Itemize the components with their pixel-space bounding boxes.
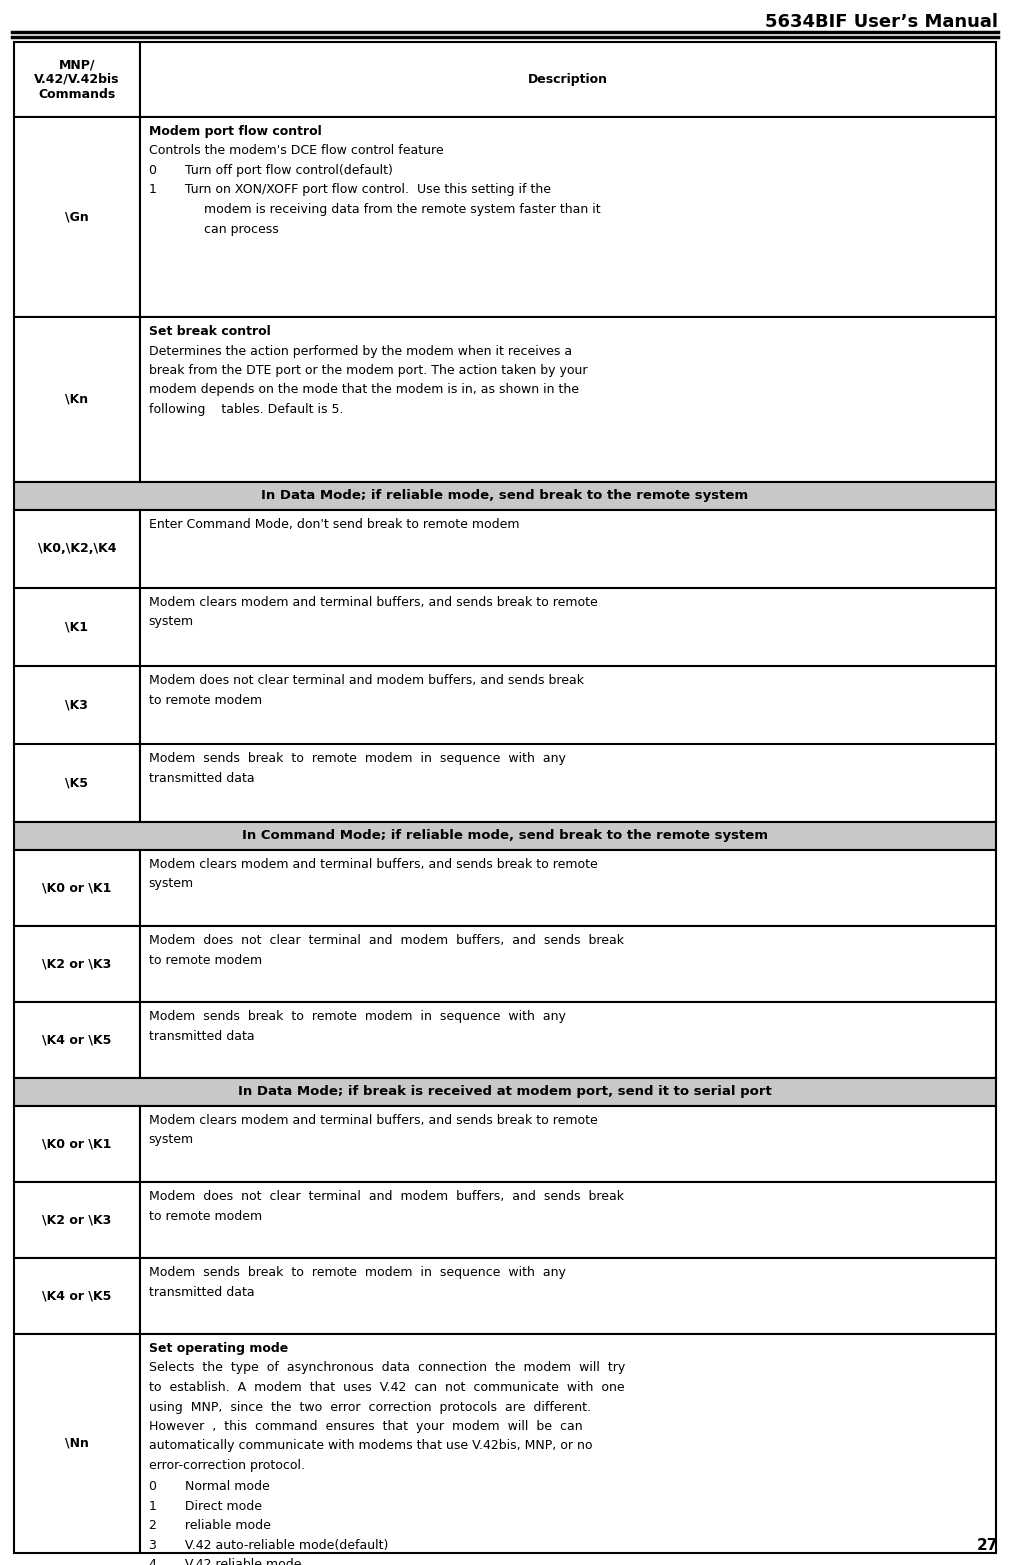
Bar [139,1258,996,1333]
Bar [139,318,996,482]
Bar [139,42,996,117]
Text: \Gn: \Gn [65,211,89,224]
Text: system: system [148,615,194,629]
Text: break from the DTE port or the modem port. The action taken by your: break from the DTE port or the modem por… [148,365,587,377]
Bar [14,850,139,926]
Bar [14,1333,139,1552]
Text: transmitted data: transmitted data [148,1285,255,1299]
Bar [14,926,139,1002]
Text: Modem  does  not  clear  terminal  and  modem  buffers,  and  sends  break: Modem does not clear terminal and modem … [148,1189,624,1203]
Text: In Data Mode; if break is received at modem port, send it to serial port: In Data Mode; if break is received at mo… [238,1086,772,1099]
Text: Selects  the  type  of  asynchronous  data  connection  the  modem  will  try: Selects the type of asynchronous data co… [148,1362,625,1374]
Text: \K4 or \K5: \K4 or \K5 [42,1033,111,1047]
Text: transmitted data: transmitted data [148,1030,255,1042]
Text: modem is receiving data from the remote system faster than it: modem is receiving data from the remote … [204,203,600,216]
Text: \K0 or \K1: \K0 or \K1 [42,881,111,895]
Text: 3       V.42 auto-reliable mode(default): 3 V.42 auto-reliable mode(default) [148,1538,388,1552]
Text: Enter Command Mode, don't send break to remote modem: Enter Command Mode, don't send break to … [148,518,519,531]
Text: \K0,\K2,\K4: \K0,\K2,\K4 [37,543,116,556]
Bar [14,1258,139,1333]
Text: Modem clears modem and terminal buffers, and sends break to remote: Modem clears modem and terminal buffers,… [148,1114,598,1127]
Text: to  establish.  A  modem  that  uses  V.42  can  not  communicate  with  one: to establish. A modem that uses V.42 can… [148,1380,624,1394]
Text: to remote modem: to remote modem [148,693,262,706]
Text: \Kn: \Kn [66,393,89,405]
Text: 1       Turn on XON/XOFF port flow control.  Use this setting if the: 1 Turn on XON/XOFF port flow control. Us… [148,183,550,197]
Text: 5634BIF User’s Manual: 5634BIF User’s Manual [765,13,998,31]
Text: modem depends on the mode that the modem is in, as shown in the: modem depends on the mode that the modem… [148,383,579,396]
Text: Modem  sends  break  to  remote  modem  in  sequence  with  any: Modem sends break to remote modem in seq… [148,1009,566,1024]
Bar [139,117,996,318]
Text: Modem clears modem and terminal buffers, and sends break to remote: Modem clears modem and terminal buffers,… [148,596,598,609]
Text: to remote modem: to remote modem [148,1210,262,1222]
Text: 0       Normal mode: 0 Normal mode [148,1480,270,1493]
Text: system: system [148,1133,194,1147]
Text: Modem  does  not  clear  terminal  and  modem  buffers,  and  sends  break: Modem does not clear terminal and modem … [148,934,624,947]
Text: Modem  sends  break  to  remote  modem  in  sequence  with  any: Modem sends break to remote modem in seq… [148,1266,566,1279]
Bar [14,1002,139,1078]
Bar [139,510,996,822]
Text: However  ,  this  command  ensures  that  your  modem  will  be  can: However , this command ensures that your… [148,1419,583,1434]
Text: \K1: \K1 [66,620,88,634]
Text: Determines the action performed by the modem when it receives a: Determines the action performed by the m… [148,344,572,357]
Bar [139,1182,996,1258]
Bar [139,1333,996,1552]
Bar [14,1106,139,1182]
Text: \K2 or \K3: \K2 or \K3 [42,958,111,970]
Bar [139,850,996,926]
Text: \Nn: \Nn [65,1437,89,1451]
Text: \K2 or \K3: \K2 or \K3 [42,1213,111,1227]
Text: Modem clears modem and terminal buffers, and sends break to remote: Modem clears modem and terminal buffers,… [148,858,598,872]
Text: Set operating mode: Set operating mode [148,1343,288,1355]
Bar [14,117,139,318]
Text: \K0 or \K1: \K0 or \K1 [42,1138,111,1150]
Text: Controls the modem's DCE flow control feature: Controls the modem's DCE flow control fe… [148,144,443,158]
Text: 4       V.42 reliable mode: 4 V.42 reliable mode [148,1559,301,1565]
Bar [14,482,996,510]
Text: error-correction protocol.: error-correction protocol. [148,1459,305,1473]
Text: 27: 27 [977,1538,998,1552]
Text: MNP/
V.42/V.42bis
Commands: MNP/ V.42/V.42bis Commands [34,58,119,102]
Text: In Data Mode; if reliable mode, send break to the remote system: In Data Mode; if reliable mode, send bre… [262,490,748,502]
Text: can process: can process [204,222,279,235]
Text: Modem  sends  break  to  remote  modem  in  sequence  with  any: Modem sends break to remote modem in seq… [148,753,566,765]
Text: Description: Description [528,74,608,86]
Text: following    tables. Default is 5.: following tables. Default is 5. [148,404,343,416]
Text: \K5: \K5 [66,776,88,789]
Bar [14,822,996,850]
Text: 2       reliable mode: 2 reliable mode [148,1520,271,1532]
Bar [139,1002,996,1078]
Text: \K3: \K3 [66,698,88,712]
Text: Modem port flow control: Modem port flow control [148,125,321,138]
Text: transmitted data: transmitted data [148,772,255,784]
Bar [14,1078,996,1106]
Bar [139,1106,996,1182]
Bar [14,510,139,822]
Text: Set break control: Set break control [148,326,271,338]
Bar [14,42,139,117]
Text: In Command Mode; if reliable mode, send break to the remote system: In Command Mode; if reliable mode, send … [242,829,768,842]
Text: system: system [148,878,194,890]
Text: 0       Turn off port flow control(default): 0 Turn off port flow control(default) [148,164,393,177]
Text: using  MNP,  since  the  two  error  correction  protocols  are  different.: using MNP, since the two error correctio… [148,1401,591,1413]
Bar [139,926,996,1002]
Text: 1       Direct mode: 1 Direct mode [148,1499,262,1513]
Text: to remote modem: to remote modem [148,953,262,967]
Text: Modem does not clear terminal and modem buffers, and sends break: Modem does not clear terminal and modem … [148,675,584,687]
Bar [14,1182,139,1258]
Text: \K4 or \K5: \K4 or \K5 [42,1290,111,1302]
Bar [14,318,139,482]
Text: automatically communicate with modems that use V.42bis, MNP, or no: automatically communicate with modems th… [148,1440,592,1452]
